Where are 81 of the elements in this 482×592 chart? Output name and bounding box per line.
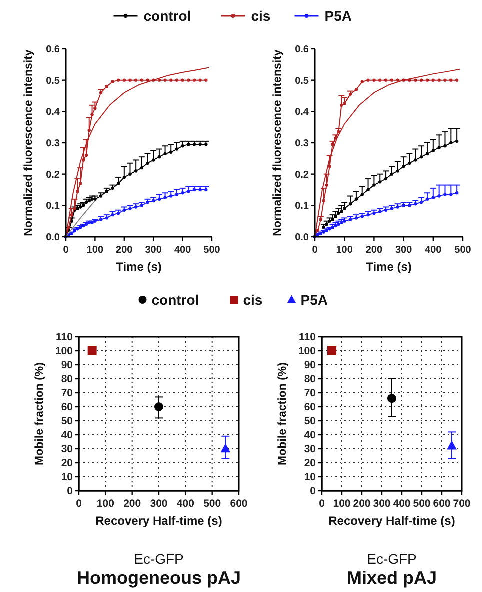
y-tick-label: 80 (304, 374, 316, 386)
y-tick-label: 70 (61, 388, 74, 400)
y-tick-label: 0.5 (295, 76, 310, 87)
y-tick-label: 110 (56, 332, 74, 344)
y-tick-label: 100 (298, 346, 316, 358)
y-tick-label: 0.3 (295, 138, 310, 150)
x-axis-title: Time (s) (116, 260, 162, 274)
y-tick-label: 30 (304, 444, 316, 456)
y-axis-title: Normalized fluorescence intensity (272, 49, 284, 236)
y-tick-label: 50 (61, 416, 74, 428)
y-tick-label: 10 (304, 472, 316, 484)
y-tick-label: 0.1 (46, 201, 60, 212)
x-tick-label: 400 (393, 498, 411, 510)
y-axis-title: Normalized fluorescence intensity (23, 49, 35, 236)
legend-label: control (152, 292, 200, 308)
x-tick-label: 200 (353, 498, 371, 510)
text: Ec-GFP (134, 551, 184, 567)
x-tick-label: 400 (174, 245, 192, 256)
text: Mixed pAJ (346, 568, 438, 588)
y-tick-label: 40 (61, 430, 74, 442)
y-tick-label: 110 (299, 332, 316, 344)
x-tick-label: 200 (124, 498, 142, 510)
y-tick-label: 0.2 (46, 170, 60, 181)
x-tick-label: 500 (413, 498, 431, 510)
y-tick-label: 20 (61, 458, 74, 470)
legend-label: control (144, 8, 192, 24)
x-tick-label: 300 (145, 245, 162, 256)
y-tick-label: 90 (61, 360, 74, 372)
y-tick-label: 60 (61, 402, 74, 414)
x-tick-label: 400 (176, 498, 195, 510)
y-tick-label: 0.2 (295, 170, 310, 181)
y-axis-title: Mobile fraction (%) (277, 362, 289, 466)
y-tick-label: 50 (304, 416, 316, 428)
x-tick-label: 100 (333, 498, 351, 510)
y-tick-label: 40 (304, 430, 316, 442)
x-tick-label: 100 (86, 245, 104, 256)
y-tick-label: 0.6 (46, 44, 60, 56)
x-tick-label: 300 (150, 498, 168, 510)
y-tick-label: 0.1 (295, 201, 310, 212)
y-tick-label: 0.3 (46, 138, 60, 150)
legend-label: cis (251, 8, 271, 24)
x-axis-title: Time (s) (366, 260, 412, 274)
legend-label: P5A (324, 8, 352, 24)
text: Homogeneous pAJ (76, 568, 242, 588)
y-tick-label: 70 (304, 388, 316, 400)
x-tick-label: 500 (204, 498, 222, 510)
y-tick-label: 20 (304, 458, 316, 470)
x-tick-label: 700 (453, 498, 471, 510)
y-tick-label: 0.6 (295, 44, 310, 56)
x-tick-label: 0 (319, 498, 326, 510)
x-tick-label: 200 (116, 245, 134, 256)
legend-label: cis (243, 292, 263, 308)
y-tick-label: 0.0 (295, 232, 310, 244)
y-tick-label: 60 (304, 402, 316, 414)
y-tick-label: 10 (61, 472, 74, 484)
x-tick-label: 300 (373, 498, 391, 510)
y-tick-label: 30 (61, 444, 74, 456)
x-tick-label: 500 (204, 245, 221, 256)
y-tick-label: 0.0 (46, 232, 60, 244)
x-axis-title: Recovery Half-time (s) (96, 514, 222, 528)
text: Ec-GFP (367, 551, 417, 567)
legend-label: P5A (300, 292, 328, 308)
x-tick-label: 200 (366, 245, 383, 256)
y-tick-label: 0.5 (46, 76, 60, 87)
x-tick-label: 300 (395, 245, 413, 256)
x-tick-label: 600 (433, 498, 451, 510)
y-axis-title: Mobile fraction (%) (34, 362, 46, 466)
x-tick-label: 100 (336, 245, 354, 256)
x-tick-label: 0 (76, 498, 82, 510)
x-tick-label: 600 (230, 498, 248, 510)
x-axis-title: Recovery Half-time (s) (328, 514, 456, 528)
x-tick-label: 100 (96, 498, 115, 510)
y-tick-label: 0 (67, 486, 74, 498)
y-tick-label: 0.4 (46, 107, 60, 118)
y-tick-label: 100 (55, 346, 74, 358)
y-tick-label: 80 (61, 374, 74, 386)
y-tick-label: 90 (304, 360, 316, 372)
y-tick-label: 0.4 (295, 107, 310, 118)
x-tick-label: 500 (454, 245, 472, 256)
y-tick-label: 0 (310, 486, 316, 498)
x-tick-label: 400 (425, 245, 442, 256)
